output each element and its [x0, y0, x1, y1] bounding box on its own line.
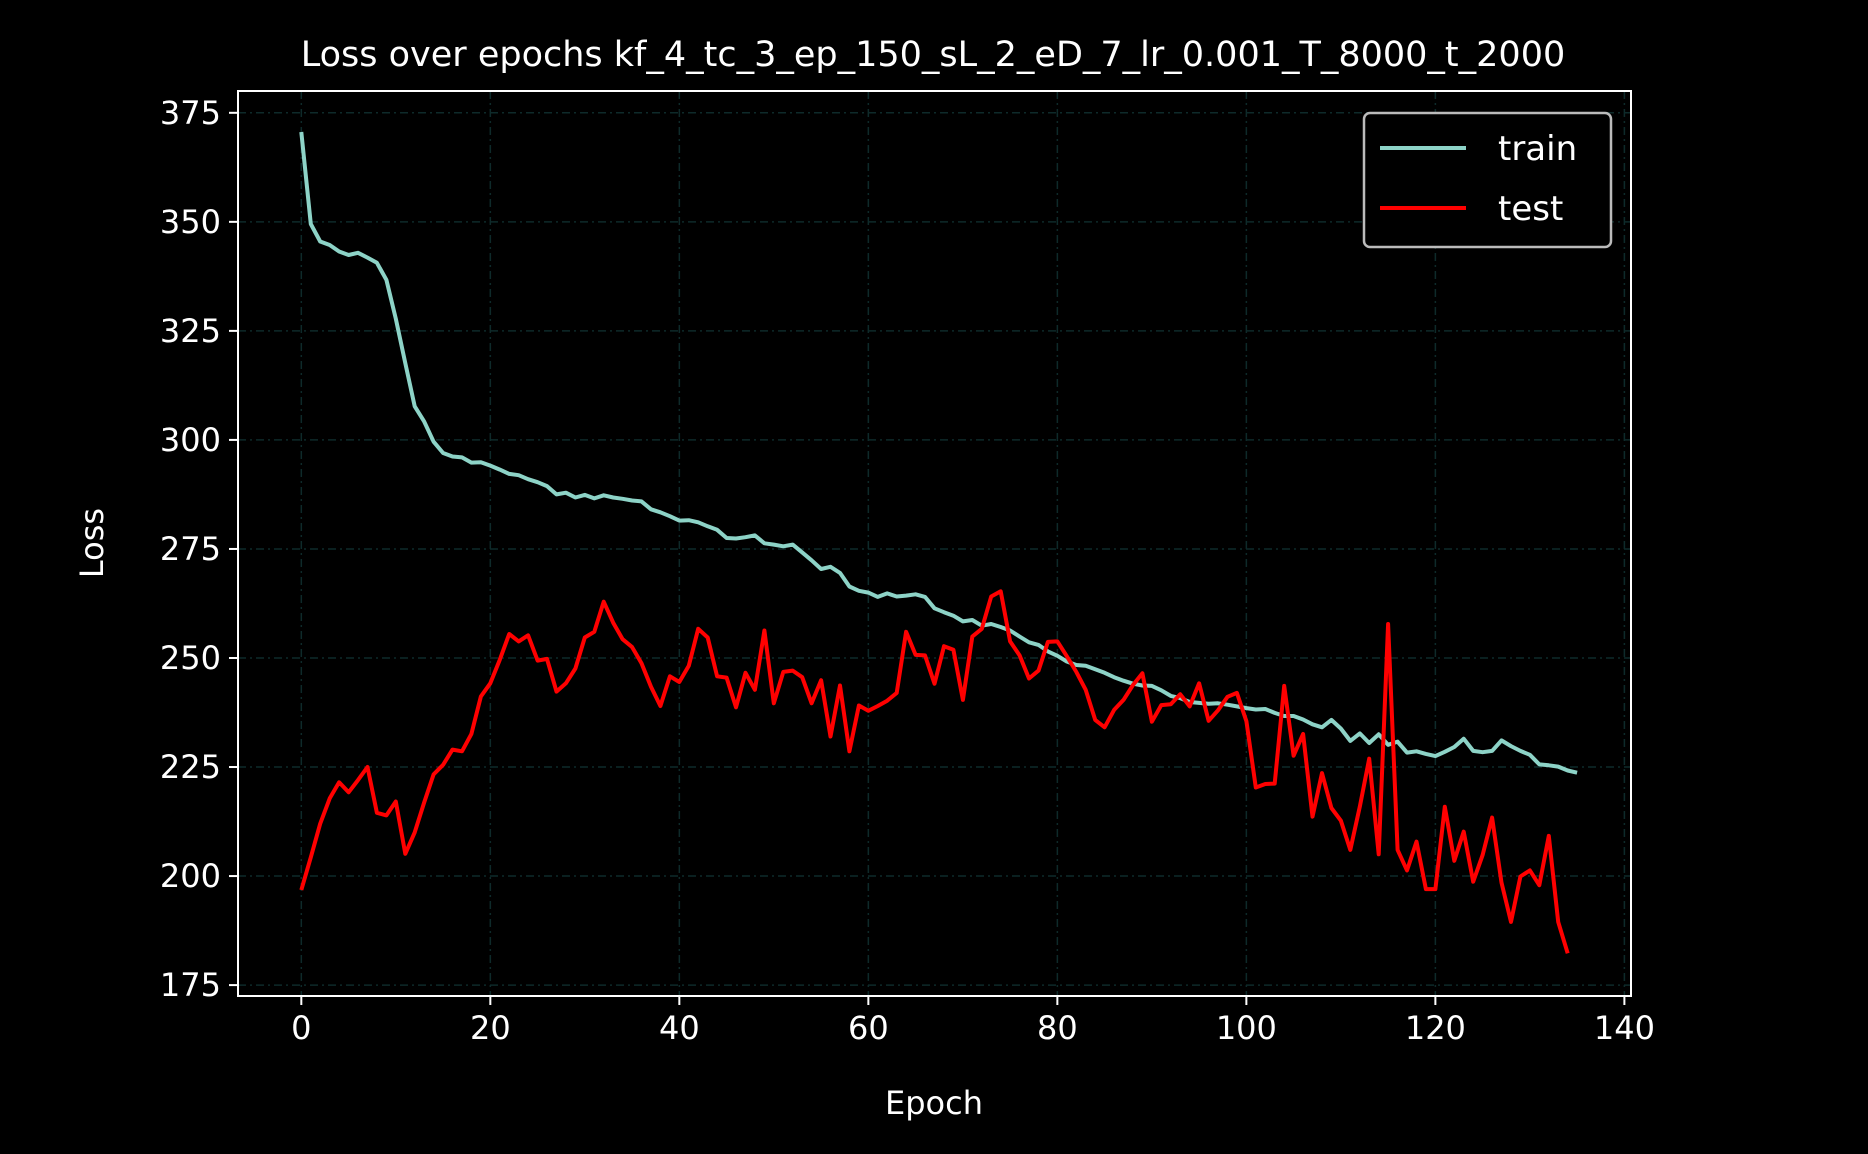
x-tick-label: 40 [659, 1009, 700, 1047]
y-tick-label: 225 [160, 748, 221, 786]
y-tick-label: 300 [160, 421, 221, 459]
series-line-test [299, 589, 1570, 954]
y-tick-label: 325 [160, 312, 221, 350]
y-tick-label: 350 [160, 203, 221, 241]
y-tick-label: 375 [160, 94, 221, 132]
x-tick-label: 100 [1216, 1009, 1277, 1047]
x-tick-label: 0 [291, 1009, 311, 1047]
x-axis: 0 20 40 60 80 100 120 140 [291, 996, 1655, 1047]
y-tick-label: 200 [160, 857, 221, 895]
grid [238, 91, 1631, 996]
y-tick-label: 250 [160, 639, 221, 677]
series-lines [299, 131, 1578, 954]
chart-title: Loss over epochs kf_4_tc_3_ep_150_sL_2_e… [301, 35, 1565, 75]
x-tick-label: 60 [848, 1009, 889, 1047]
legend-test-label: test [1498, 189, 1563, 229]
series-line-train [299, 131, 1578, 775]
y-tick-label: 275 [160, 530, 221, 568]
legend-train-label: train [1498, 129, 1577, 169]
legend: train test [1362, 111, 1613, 249]
x-tick-label: 140 [1594, 1009, 1655, 1047]
y-tick-label: 175 [160, 966, 221, 1004]
x-axis-label: Epoch [885, 1084, 983, 1122]
x-tick-label: 120 [1405, 1009, 1466, 1047]
y-axis: 175 200 225 250 275 300 325 350 375 [160, 94, 238, 1004]
plot-frame [237, 90, 1632, 997]
y-axis-label: Loss [73, 508, 111, 578]
x-tick-label: 80 [1037, 1009, 1078, 1047]
x-tick-label: 20 [470, 1009, 511, 1047]
